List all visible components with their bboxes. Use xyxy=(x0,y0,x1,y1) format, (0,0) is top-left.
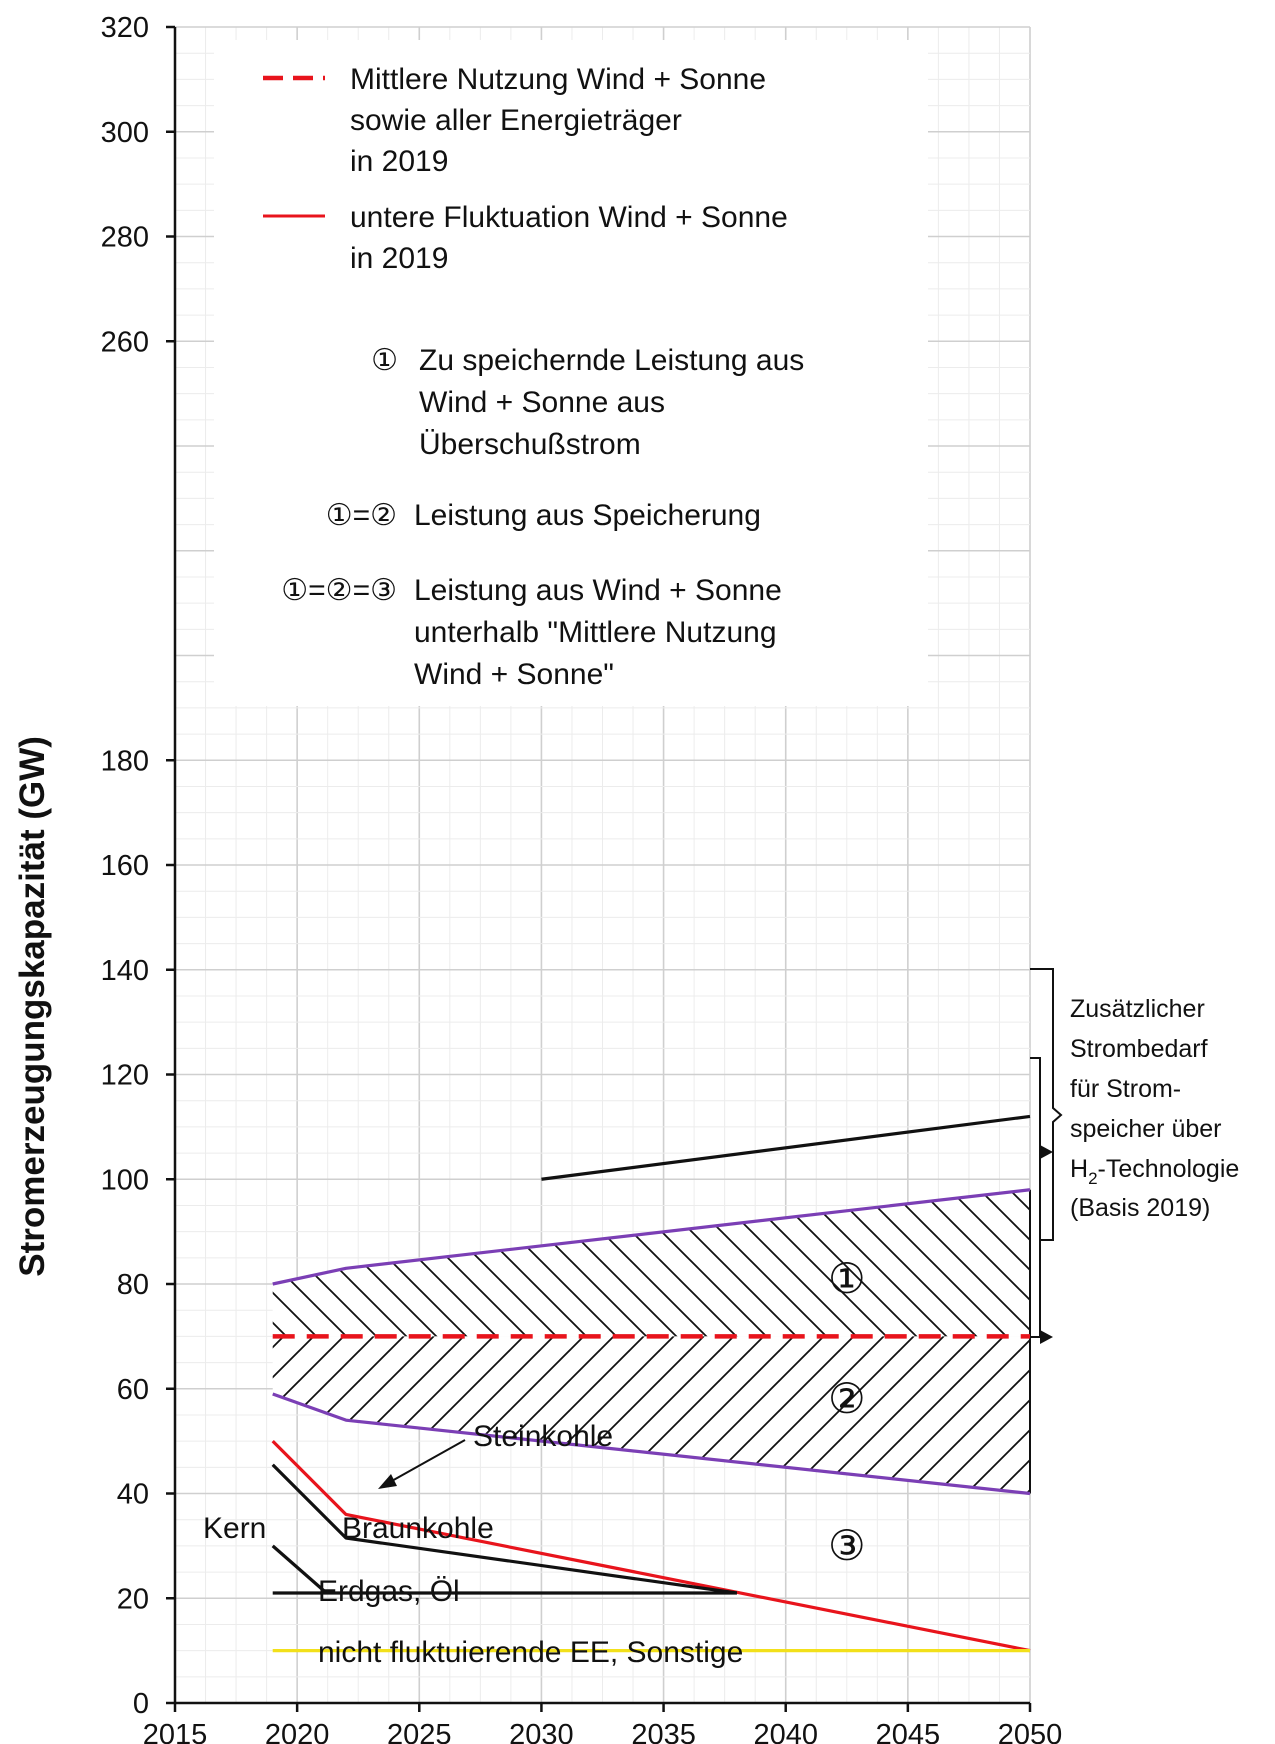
x-tick-label: 2035 xyxy=(631,1719,696,1744)
series-line-6 xyxy=(271,1544,328,1595)
label-nicht-fluktuierend: nicht fluktuierende EE, Sonstige xyxy=(318,1636,743,1669)
x-tick-label: 2020 xyxy=(265,1719,330,1744)
x-tick-label: 2045 xyxy=(876,1719,941,1744)
steinkohle-arrow-head xyxy=(378,1474,397,1489)
y-tick-label: 140 xyxy=(101,955,149,987)
x-tick-label: 2030 xyxy=(509,1719,574,1744)
annotations: Mittlere Nutzung Wind + Sonne sowie aller… xyxy=(203,63,1239,1669)
brace-lower xyxy=(1030,1057,1048,1338)
series-line-4 xyxy=(541,1114,1031,1181)
label-braunkohle: Braunkohle xyxy=(342,1512,494,1545)
x-tick-label: 2050 xyxy=(998,1719,1063,1744)
note-text: Wind + Sonne aus xyxy=(419,386,665,419)
brace-arrowhead xyxy=(1040,1145,1053,1159)
side-note-line: Zusätzlicher xyxy=(1070,995,1205,1023)
y-tick-label: 100 xyxy=(101,1164,149,1196)
y-tick-label: 300 xyxy=(101,117,149,149)
y-tick-label: 320 xyxy=(101,12,149,44)
series-line-5 xyxy=(271,1463,738,1595)
note-text: Leistung aus Speicherung xyxy=(414,499,761,532)
side-note-line: speicher über xyxy=(1070,1115,1221,1143)
note-text: Überschußstrom xyxy=(419,428,641,461)
region-1-hatch xyxy=(272,1189,1030,1337)
series-line-3 xyxy=(272,1392,1031,1496)
label-erdgas: Erdgas, Öl xyxy=(318,1575,460,1608)
legend-label-line: untere Fluktuation Wind + Sonne xyxy=(350,201,788,234)
note-text: Leistung aus Wind + Sonne xyxy=(414,574,782,607)
y-tick-label: 40 xyxy=(117,1479,149,1511)
region-label: ② xyxy=(828,1375,866,1422)
note-text: Zu speichernde Leistung aus xyxy=(419,344,804,377)
series-line-2 xyxy=(272,1188,1031,1286)
label-kern: Kern xyxy=(203,1512,266,1545)
side-note-line: für Strom- xyxy=(1070,1075,1181,1103)
side-note-h2-prefix: H xyxy=(1070,1155,1088,1183)
x-tick-label: 2025 xyxy=(387,1719,452,1744)
region-label: ① xyxy=(828,1255,866,1302)
legend-label-line: in 2019 xyxy=(350,242,448,275)
legend-panel xyxy=(214,40,928,706)
axes: 2015 2020 2025 2030 2035 2040 2045 205002040608… xyxy=(13,12,1062,1744)
y-tick-label: 280 xyxy=(101,222,149,254)
y-axis-label: Stromerzeugungskapazität (GW) xyxy=(13,736,52,1277)
y-tick-label: 180 xyxy=(101,745,149,777)
y-tick-label: 60 xyxy=(117,1374,149,1406)
side-note-h2-subscript: 2 xyxy=(1088,1169,1097,1188)
steinkohle-arrow-line xyxy=(389,1439,466,1483)
side-note-basis: (Basis 2019) xyxy=(1070,1194,1210,1222)
y-tick-label: 120 xyxy=(101,1060,149,1092)
note-symbol: ① xyxy=(371,344,398,377)
y-tick-label: 80 xyxy=(117,1269,149,1301)
y-tick-label: 0 xyxy=(133,1688,149,1720)
region-2-hatch xyxy=(272,1336,1030,1494)
note-symbol: ①=② xyxy=(326,499,397,532)
side-note-h2-suffix: -Technologie xyxy=(1098,1155,1240,1183)
label-steinkohle: Steinkohle xyxy=(473,1420,613,1453)
series-line-1 xyxy=(271,1439,1031,1653)
x-tick-label: 2015 xyxy=(143,1719,208,1744)
legend-label-line: sowie aller Energieträger xyxy=(350,104,682,137)
y-tick-label: 260 xyxy=(101,326,149,358)
note-text: Wind + Sonne" xyxy=(414,658,614,691)
legend-label-line: Mittlere Nutzung Wind + Sonne xyxy=(350,63,766,96)
legend-background xyxy=(214,40,928,706)
note-symbol: ①=②=③ xyxy=(281,574,397,607)
data-series xyxy=(271,1114,1031,1653)
y-tick-label: 20 xyxy=(117,1583,149,1615)
x-tick-label: 2040 xyxy=(753,1719,818,1744)
brace-arrowhead xyxy=(1040,1330,1053,1344)
side-note-line: Strombedarf xyxy=(1070,1035,1208,1063)
note-text: unterhalb "Mittlere Nutzung xyxy=(414,616,777,649)
brace-upper xyxy=(1030,968,1063,1241)
side-note-h2-line: H2-Technologie xyxy=(1070,1155,1239,1188)
legend-label-line: in 2019 xyxy=(350,145,448,178)
hatched-regions xyxy=(272,1189,1031,1494)
region-label: ③ xyxy=(828,1522,866,1569)
y-tick-label: 160 xyxy=(101,850,149,882)
